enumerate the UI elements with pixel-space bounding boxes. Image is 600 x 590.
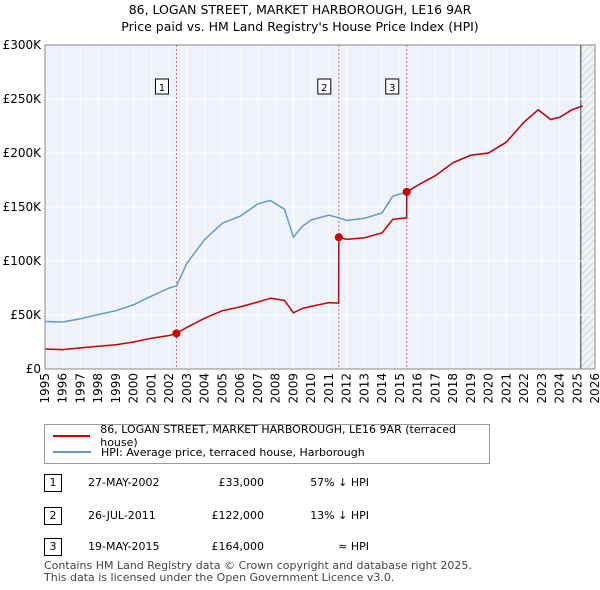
x-tick-label: 2026: [588, 373, 600, 404]
x-tick-label: 2007: [251, 373, 265, 404]
transaction-date: 27-MAY-2002: [88, 476, 160, 489]
x-tick-label: 2019: [464, 373, 478, 404]
copyright-line: Contains HM Land Registry data © Crown c…: [44, 559, 472, 572]
data-attribution: Contains HM Land Registry data © Crown c…: [44, 560, 472, 584]
transaction-number-badge: 1: [44, 474, 62, 492]
y-tick-label: £300K: [3, 38, 43, 52]
transaction-3-point: [402, 187, 411, 196]
transaction-hpi-comparison: ≈ HPI: [338, 540, 369, 553]
transaction-price: £164,000: [211, 540, 265, 553]
chart-title-address: 86, LOGAN STREET, MARKET HARBOROUGH, LE1…: [128, 2, 472, 17]
x-tick-label: 1996: [56, 373, 70, 404]
transaction-2-box: [317, 78, 332, 95]
x-tick-label: 2025: [570, 373, 584, 404]
plot-border: [44, 44, 596, 370]
licence-line: This data is licensed under the Open Gov…: [44, 571, 395, 584]
transaction-2-point: [334, 233, 343, 242]
y-tick-label: £50K: [10, 308, 42, 322]
x-tick-label: 1997: [73, 373, 87, 404]
x-tick-label: 2012: [340, 373, 354, 404]
legend-swatch-price-paid: [53, 435, 91, 437]
transaction-price: £33,000: [218, 476, 265, 489]
x-tick-label: 2006: [233, 373, 247, 404]
chart-legend: 86, LOGAN STREET, MARKET HARBOROUGH, LE1…: [44, 423, 490, 464]
x-tick-label: 2016: [411, 373, 425, 404]
x-tick-label: 2022: [517, 373, 531, 404]
transaction-3-label: 3: [389, 83, 395, 94]
x-tick-label: 2004: [198, 373, 212, 404]
x-tick-label: 2018: [446, 373, 460, 404]
price-chart: 1 2 3 £0 £50K £100K £150K £200K £250K £300K 1995 1…: [3, 38, 600, 404]
legend-label-hpi: HPI: Average price, terraced house, Harb…: [101, 445, 365, 459]
chart-subtitle: Price paid vs. HM Land Registry's House …: [121, 19, 479, 34]
table-row: 1 27-MAY-2002 £33,000 57% ↓ HPI: [44, 474, 464, 492]
legend-swatch-hpi: [53, 451, 91, 453]
table-row: 3 19-MAY-2015 £164,000 ≈ HPI: [44, 538, 464, 556]
x-tick-label: 1998: [91, 373, 105, 404]
x-tick-label: 2021: [499, 373, 513, 404]
x-tick-label: 2011: [322, 373, 336, 404]
x-tick-label: 2015: [393, 373, 407, 404]
x-tick-label: 2008: [269, 373, 283, 404]
x-tick-label: 2002: [162, 373, 176, 404]
transaction-1-label: 1: [159, 83, 165, 94]
legend-item-hpi: HPI: Average price, terraced house, Harb…: [53, 444, 365, 460]
transaction-1-box: [154, 78, 169, 95]
x-tick-label: 2009: [286, 373, 300, 404]
transaction-hpi-comparison: 13% ↓ HPI: [310, 509, 369, 522]
transaction-date: 26-JUL-2011: [88, 509, 156, 522]
x-tick-label: 2001: [144, 373, 158, 404]
x-tick-label: 2013: [357, 373, 371, 404]
x-tick-label: 2024: [553, 373, 567, 404]
transaction-2-label: 2: [321, 83, 327, 94]
x-tick-label: 2017: [428, 373, 442, 404]
series-line-price-paid: [44, 105, 583, 351]
y-tick-label: £250K: [3, 92, 43, 106]
x-tick-label: 2020: [482, 373, 496, 404]
transaction-hpi-comparison: 57% ↓ HPI: [310, 476, 369, 489]
transaction-number-badge: 2: [44, 507, 62, 525]
x-tick-label: 2014: [375, 373, 389, 404]
x-tick-label: 1999: [109, 373, 123, 404]
x-tick-label: 1995: [38, 373, 52, 404]
transaction-1-point: [172, 329, 181, 338]
legend-label-price-paid: 86, LOGAN STREET, MARKET HARBOROUGH, LE1…: [100, 423, 456, 449]
x-tick-label: 2023: [535, 373, 549, 404]
x-tick-label: 2003: [180, 373, 194, 404]
x-tick-label: 2000: [127, 373, 141, 404]
y-tick-label: £100K: [3, 254, 43, 268]
transaction-price: £122,000: [211, 509, 265, 522]
y-tick-label: £0: [26, 362, 41, 376]
x-tick-label: 2010: [304, 373, 318, 404]
y-tick-label: £150K: [3, 200, 43, 214]
x-tick-label: 2005: [215, 373, 229, 404]
transaction-date: 19-MAY-2015: [88, 540, 160, 553]
transaction-number-badge: 3: [44, 538, 62, 556]
y-tick-label: £200K: [3, 146, 43, 160]
transaction-3-box: [385, 78, 400, 95]
table-row: 2 26-JUL-2011 £122,000 13% ↓ HPI: [44, 507, 464, 525]
legend-item-price-paid: 86, LOGAN STREET, MARKET HARBOROUGH, LE1…: [53, 423, 489, 449]
